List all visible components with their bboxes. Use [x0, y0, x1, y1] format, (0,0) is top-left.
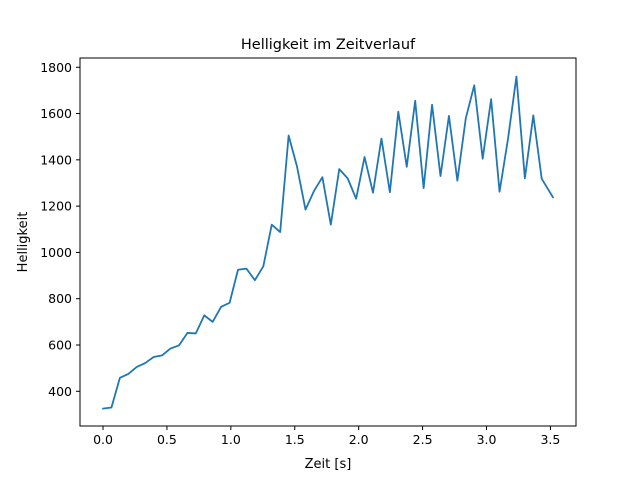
x-tick-label: 0.5 [157, 432, 177, 447]
x-tick-label: 1.0 [221, 432, 241, 447]
x-tick-label: 2.5 [413, 432, 433, 447]
chart-title: Helligkeit im Zeitverlauf [241, 37, 416, 53]
y-tick-label: 1000 [40, 245, 72, 260]
plot-area [102, 75, 554, 410]
series-line-0 [102, 75, 554, 410]
x-tick-label: 2.0 [349, 432, 369, 447]
x-tick-label: 1.5 [285, 432, 305, 447]
x-tick-label: 0.0 [93, 432, 113, 447]
y-tick-label: 600 [48, 337, 72, 352]
y-tick-label: 800 [48, 291, 72, 306]
y-tick-label: 1800 [40, 60, 72, 75]
x-axis-label: Zeit [s] [305, 457, 352, 472]
x-tick-label: 3.0 [477, 432, 497, 447]
y-tick-label: 1200 [40, 199, 72, 214]
y-tick-label: 1600 [40, 106, 72, 121]
y-axis-label: Helligkeit [16, 212, 31, 273]
y-tick-label: 1400 [40, 152, 72, 167]
y-tick-label: 400 [48, 384, 72, 399]
plot-frame [79, 57, 577, 427]
x-tick-label: 3.5 [540, 432, 560, 447]
